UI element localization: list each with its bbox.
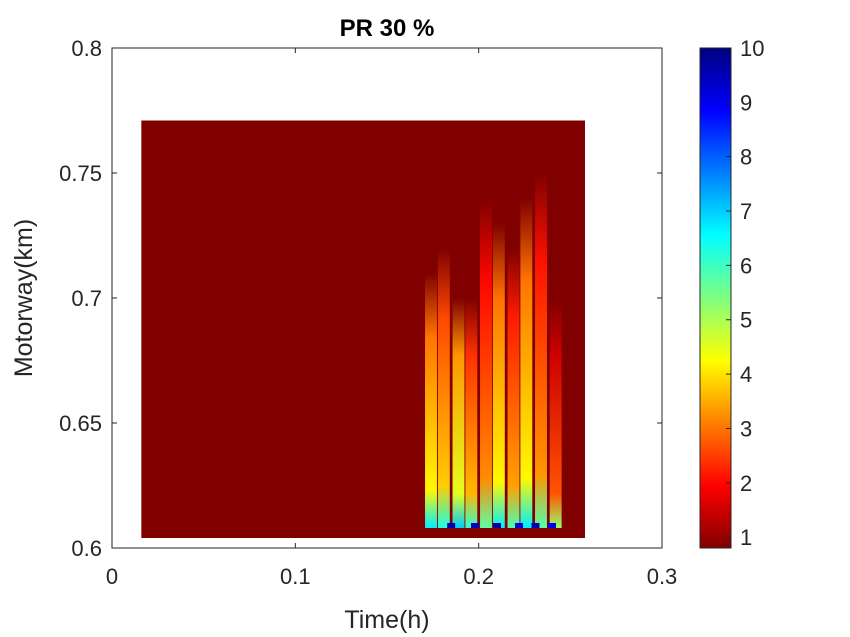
congested-band [465,298,478,528]
x-tick-label: 0 [106,564,118,589]
x-tick-label: 0.2 [463,564,494,589]
x-axis-label: Time(h) [344,606,429,634]
low-speed-point [493,523,501,528]
colorbar [699,47,732,549]
congested-band [452,298,465,528]
low-speed-point [531,523,540,528]
y-tick-label: 0.65 [59,411,102,436]
colorbar-tick-label: 1 [740,525,752,550]
x-tick-label: 0.1 [280,564,311,589]
low-speed-point [515,523,523,528]
low-speed-point [548,523,556,528]
congested-band [520,198,533,528]
y-axis-ticks: 0.6 0.65 0.7 0.75 0.8 [59,36,662,561]
heatmap-layer [141,120,586,538]
colorbar-tick-label: 5 [740,308,752,333]
congested-band [480,198,492,528]
colorbar-tick-label: 8 [740,145,752,170]
colorbar-tick-label: 3 [740,416,752,441]
colorbar-tick-label: 6 [740,253,752,278]
colorbar-tick-label: 4 [740,362,752,387]
congested-band [549,298,562,528]
low-speed-point [447,523,456,528]
chart-title: PR 30 % [340,15,435,42]
x-tick-label: 0.3 [647,564,678,589]
congested-band [425,273,437,528]
congested-band [437,248,450,528]
y-tick-label: 0.7 [71,286,102,311]
y-tick-label: 0.8 [71,36,102,61]
y-tick-label: 0.75 [59,161,102,186]
congested-band [507,248,520,528]
x-axis-ticks: 0 0.1 0.2 0.3 [106,48,677,589]
colorbar-tick-label: 9 [740,90,752,115]
congested-band [492,223,505,528]
colorbar-ticks: 1 2 3 4 5 6 7 8 9 10 [726,36,764,550]
y-tick-label: 0.6 [71,536,102,561]
colorbar-tick-label: 7 [740,199,752,224]
low-speed-point [471,523,479,528]
colorbar-tick-label: 2 [740,471,752,496]
colorbar-tick-label: 10 [740,36,764,61]
congested-band [535,173,547,528]
y-axis-label: Motorway(km) [10,219,38,377]
